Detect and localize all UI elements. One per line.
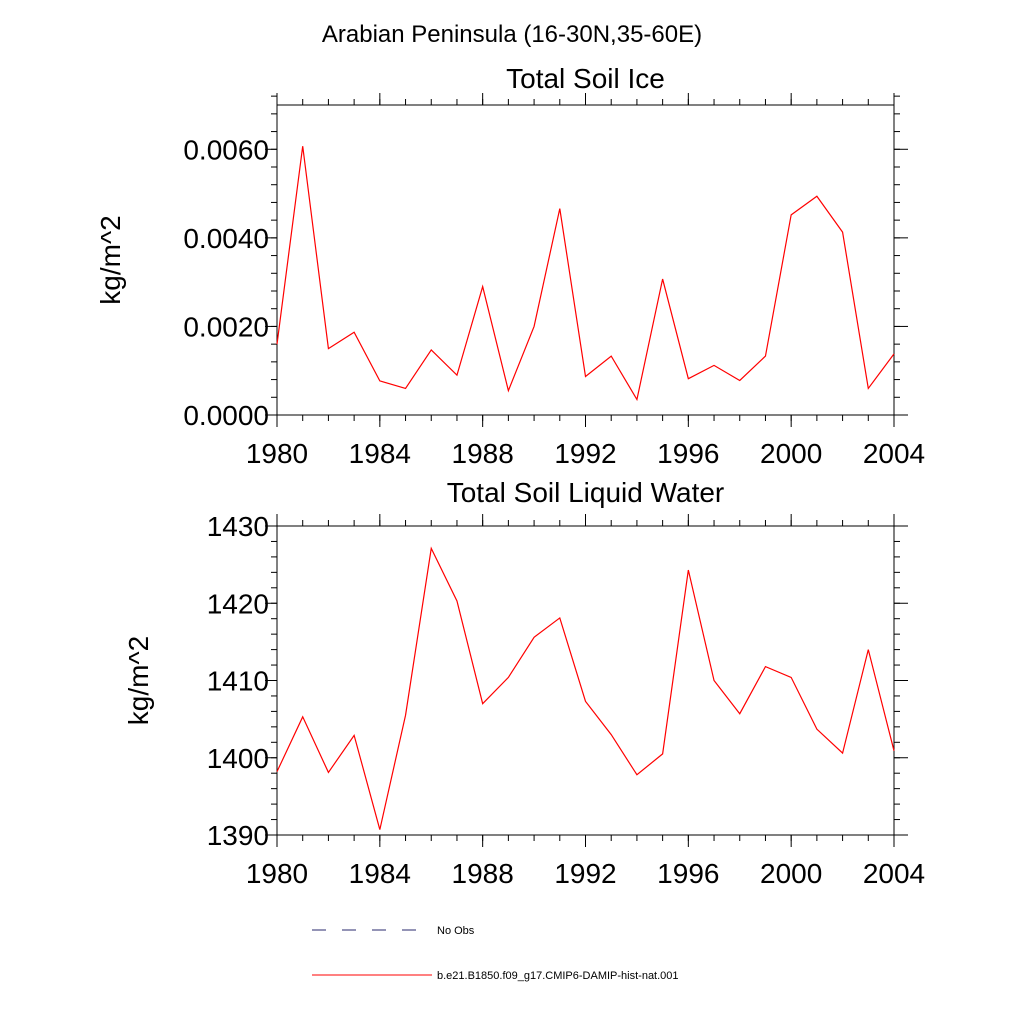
plot-frame [276,104,895,416]
panel-title: Total Soil Ice [506,63,665,94]
series-line [276,546,895,830]
y-axis-label: kg/m^2 [123,636,154,725]
x-tick-label: 1980 [246,858,308,889]
x-tick-label: 1988 [452,858,514,889]
x-tick-label: 2000 [760,858,822,889]
x-tick-label: 1980 [246,438,308,469]
y-tick-label: 0.0000 [183,400,269,431]
x-tick-label: 1996 [657,858,719,889]
panel-title: Total Soil Liquid Water [447,477,725,508]
x-tick-label: 1984 [349,438,411,469]
y-tick-label: 0.0060 [183,134,269,165]
x-tick-label: 1992 [554,438,616,469]
legend: No Obs b.e21.B1850.f09_g17.CMIP6-DAMIP-hi… [312,925,679,982]
x-tick-label: 1992 [554,858,616,889]
y-axis-label: kg/m^2 [95,215,126,304]
legend-label: No Obs [437,925,475,937]
y-tick-label: 1390 [207,820,269,851]
panel-1: Total Soil Ice kg/m^2 1980 1984 1988 1992 1996… [95,63,925,469]
y-tick-label: 1420 [207,588,269,619]
y-tick-label: 1430 [207,511,269,542]
y-tick-label: 0.0020 [183,311,269,342]
plot-frame [276,525,895,836]
x-tick-label: 1984 [349,858,411,889]
y-tick-label: 1400 [207,743,269,774]
figure-supertitle: Arabian Peninsula (16-30N,35-60E) [322,21,702,48]
legend-label: b.e21.B1850.f09_g17.CMIP6-DAMIP-hist-nat… [437,970,679,982]
x-tick-label: 2004 [863,858,925,889]
x-tick-label: 2004 [863,438,925,469]
x-tick-label: 2000 [760,438,822,469]
x-tick-label: 1988 [452,438,514,469]
series-line [276,146,895,402]
x-tick-label: 1996 [657,438,719,469]
panel-2: Total Soil Liquid Water kg/m^2 1980 1984 198… [123,477,925,889]
y-tick-label: 0.0040 [183,223,269,254]
y-tick-label: 1410 [207,666,269,697]
